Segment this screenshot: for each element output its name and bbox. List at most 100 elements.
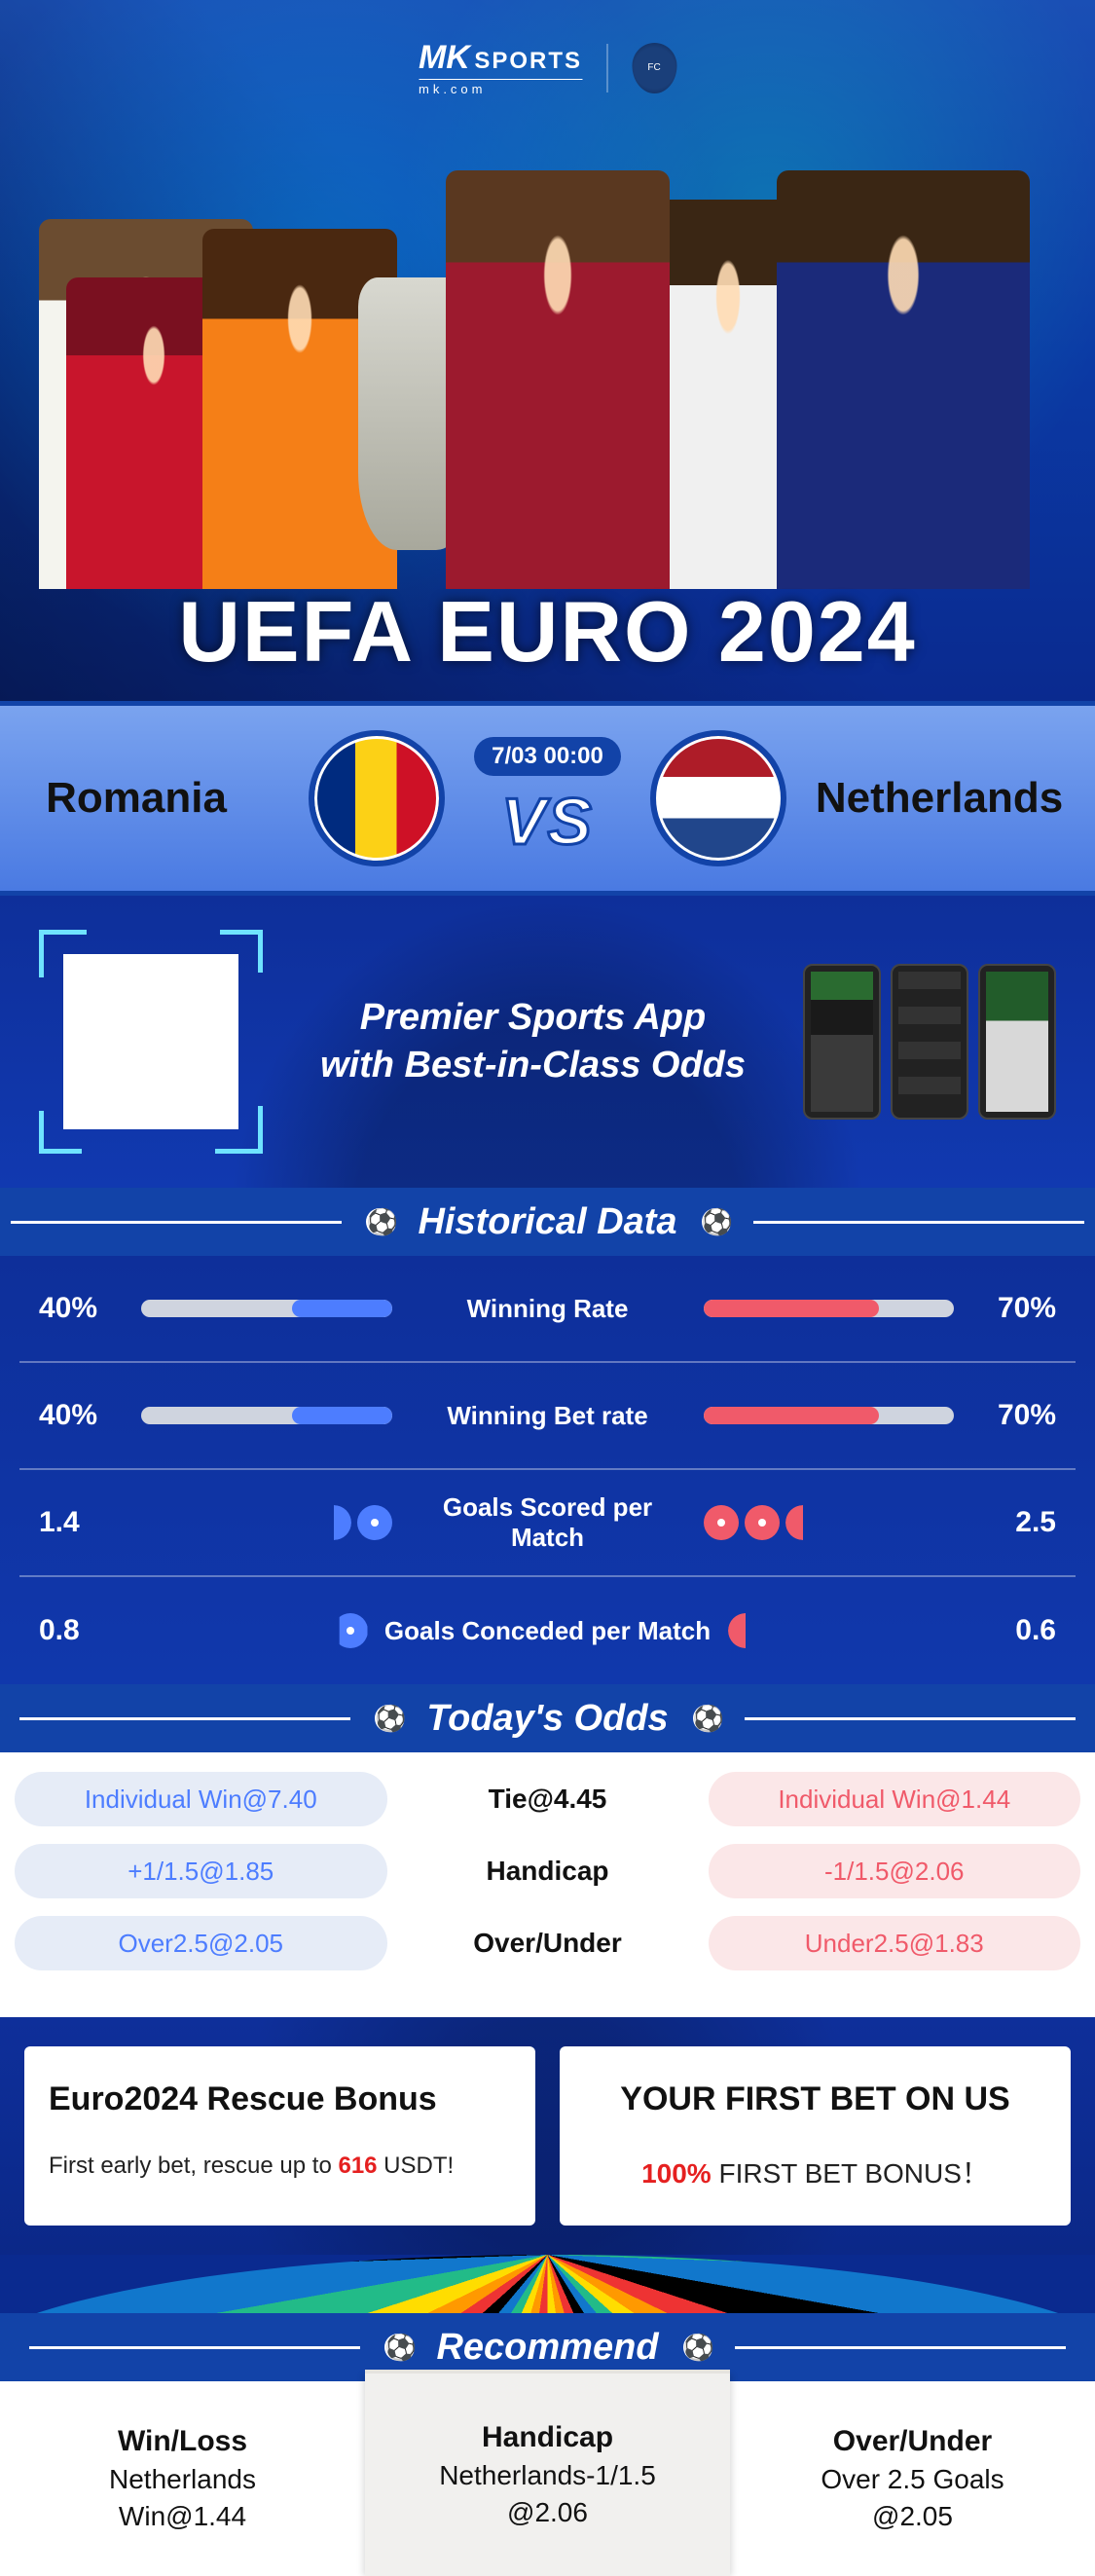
hist-label: Goals Scored per Match: [407, 1492, 689, 1553]
odds-center: Handicap: [417, 1856, 679, 1887]
promo-text: Premier Sports App with Best-in-Class Od…: [292, 994, 774, 1090]
rainbow-strip: [0, 2255, 1095, 2313]
qr-code-frame[interactable]: [39, 930, 263, 1154]
ball-half-icon: [785, 1505, 821, 1540]
hist-row-winning-rate: 40% Winning Rate 70%: [19, 1256, 1076, 1363]
hist-row-goals-conceded: 0.8 Goals Conceded per Match 0.6: [19, 1577, 1076, 1684]
odds-right-pill[interactable]: Individual Win@1.44: [709, 1772, 1081, 1826]
bonus-body: 100% FIRST BET BONUS！: [584, 2153, 1046, 2191]
promo-section: Premier Sports App with Best-in-Class Od…: [0, 896, 1095, 1188]
player-portugal: [446, 170, 670, 589]
odds-header: Today's Odds: [0, 1684, 1095, 1752]
brand-logo: MK SPORTS mk.com FC: [419, 39, 676, 96]
historical-title: Historical Data: [418, 1201, 676, 1243]
recommend-header: Recommend: [0, 2313, 1095, 2381]
rec-text: @2.05: [872, 2501, 953, 2532]
hist-right-val: 70%: [968, 1399, 1056, 1432]
hist-label: Winning Bet rate: [407, 1401, 689, 1431]
hist-right-bar: [704, 1300, 955, 1317]
odds-center: Tie@4.45: [417, 1784, 679, 1815]
brand-divider: [606, 44, 607, 92]
goals-left-icons: [141, 1505, 392, 1540]
player-france: [777, 170, 1030, 589]
odds-left-pill[interactable]: Over2.5@2.05: [15, 1916, 387, 1970]
hist-label: Winning Rate: [407, 1294, 689, 1324]
ball-half-icon: [316, 1505, 351, 1540]
ball-partial-icon: [728, 1613, 763, 1648]
flag-netherlands-icon: [650, 730, 786, 866]
rec-heading: Handicap: [482, 2421, 613, 2454]
rec-col-handicap[interactable]: Handicap Netherlands-1/1.5 @2.06: [365, 2374, 730, 2576]
hist-left-bar: [141, 1407, 392, 1424]
rec-text: Win@1.44: [119, 2501, 246, 2532]
rec-col-overunder[interactable]: Over/Under Over 2.5 Goals @2.05: [730, 2381, 1095, 2576]
recommend-title: Recommend: [436, 2327, 658, 2369]
hist-right-val: 0.6: [968, 1614, 1056, 1647]
match-datetime: 7/03 00:00: [474, 737, 621, 776]
soccer-ball-icon: [384, 2334, 412, 2361]
flag-romania-icon: [309, 730, 445, 866]
recommend-table: Win/Loss Netherlands Win@1.44 Handicap N…: [0, 2381, 1095, 2576]
odds-table: Individual Win@7.40 Tie@4.45 Individual …: [0, 1752, 1095, 2017]
odds-row-overunder: Over2.5@2.05 Over/Under Under2.5@1.83: [15, 1916, 1080, 1970]
odds-left-pill[interactable]: +1/1.5@1.85: [15, 1844, 387, 1898]
hist-right-val: 2.5: [968, 1506, 1056, 1539]
conceded-left-icons: [141, 1613, 368, 1648]
hist-label: Goals Conceded per Match: [383, 1616, 713, 1646]
rec-text: Over 2.5 Goals: [821, 2464, 1004, 2495]
promo-line1: Premier Sports App: [292, 994, 774, 1042]
soccer-ball-icon: [366, 1208, 393, 1235]
bonus-body: First early bet, rescue up to 616 USDT!: [49, 2153, 511, 2180]
rec-col-winloss[interactable]: Win/Loss Netherlands Win@1.44: [0, 2381, 365, 2576]
rec-text: Netherlands-1/1.5: [439, 2460, 656, 2491]
app-screenshots: [803, 964, 1056, 1120]
hist-row-bet-rate: 40% Winning Bet rate 70%: [19, 1363, 1076, 1470]
historical-header: Historical Data: [0, 1188, 1095, 1256]
hist-left-bar: [141, 1300, 392, 1317]
ball-partial-icon: [333, 1613, 368, 1648]
rec-text: @2.06: [507, 2497, 588, 2528]
odds-left-pill[interactable]: Individual Win@7.40: [15, 1772, 387, 1826]
club-shield-icon: FC: [632, 43, 676, 93]
odds-right-pill[interactable]: Under2.5@1.83: [709, 1916, 1081, 1970]
brand-site: mk.com: [419, 79, 582, 96]
team-right-name: Netherlands: [816, 774, 1088, 823]
hero-banner: MK SPORTS mk.com FC UEFA EURO 2024: [0, 0, 1095, 701]
ball-full-icon: [704, 1505, 739, 1540]
match-bar: Romania 7/03 00:00 VS Netherlands: [0, 701, 1095, 896]
hist-left-val: 0.8: [39, 1614, 127, 1647]
rec-text: Netherlands: [109, 2464, 256, 2495]
hist-row-goals-scored: 1.4 Goals Scored per Match 2.5: [19, 1470, 1076, 1577]
soccer-ball-icon: [375, 1705, 402, 1732]
phone-mock-1: [803, 964, 881, 1120]
ball-full-icon: [357, 1505, 392, 1540]
bonus-card-firstbet[interactable]: YOUR FIRST BET ON US 100% FIRST BET BONU…: [560, 2046, 1071, 2226]
soccer-ball-icon: [702, 1208, 729, 1235]
hero-players: [0, 131, 1095, 589]
conceded-right-icons: [728, 1613, 955, 1648]
phone-mock-3: [978, 964, 1056, 1120]
historical-table: 40% Winning Rate 70% 40% Winning Bet rat…: [0, 1256, 1095, 1684]
qr-code-icon: [63, 954, 238, 1129]
goals-right-icons: [704, 1505, 955, 1540]
vs-label: VS: [501, 784, 594, 860]
hist-left-val: 40%: [39, 1292, 127, 1325]
odds-row-win: Individual Win@7.40 Tie@4.45 Individual …: [15, 1772, 1080, 1826]
brand-mk: MK: [419, 39, 470, 76]
team-left-name: Romania: [7, 774, 279, 823]
vs-block: 7/03 00:00 VS: [474, 737, 621, 860]
odds-center: Over/Under: [417, 1928, 679, 1959]
brand-sports: SPORTS: [474, 48, 582, 74]
soccer-ball-icon: [683, 2334, 711, 2361]
hero-title: UEFA EURO 2024: [178, 582, 916, 681]
odds-right-pill[interactable]: -1/1.5@2.06: [709, 1844, 1081, 1898]
bonus-card-rescue[interactable]: Euro2024 Rescue Bonus First early bet, r…: [24, 2046, 535, 2226]
odds-title: Today's Odds: [426, 1698, 668, 1740]
promo-line2: with Best-in-Class Odds: [292, 1042, 774, 1089]
ball-full-icon: [745, 1505, 780, 1540]
bonus-section: Euro2024 Rescue Bonus First early bet, r…: [0, 2017, 1095, 2255]
bonus-title: Euro2024 Rescue Bonus: [49, 2080, 511, 2118]
soccer-ball-icon: [693, 1705, 720, 1732]
hist-right-bar: [704, 1407, 955, 1424]
bonus-title: YOUR FIRST BET ON US: [584, 2080, 1046, 2118]
